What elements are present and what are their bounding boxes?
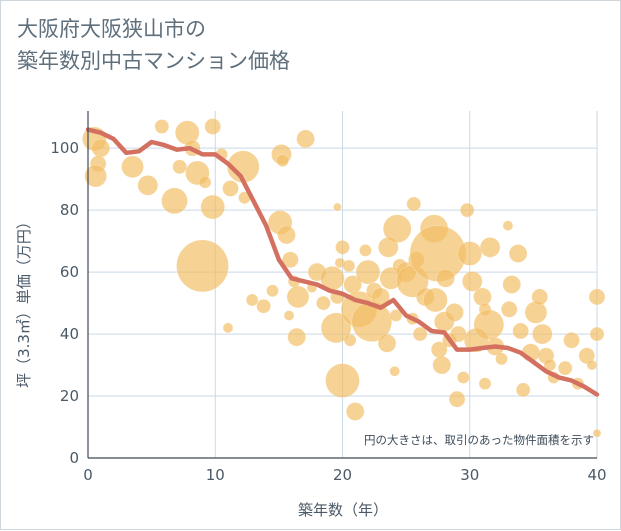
- data-bubble: [320, 312, 352, 344]
- data-bubble: [478, 377, 492, 390]
- data-bubble: [389, 309, 403, 322]
- data-bubble: [457, 241, 483, 266]
- data-bubble: [276, 154, 289, 167]
- data-bubble: [557, 360, 573, 376]
- data-bubble: [461, 271, 483, 292]
- data-bubble: [342, 259, 356, 273]
- data-bubble: [335, 240, 350, 255]
- x-tick-label: 20: [333, 466, 352, 484]
- data-bubble: [333, 202, 342, 212]
- trend-line: [85, 127, 600, 397]
- y-tick-label: 100: [50, 139, 79, 157]
- data-bubble: [283, 310, 295, 321]
- data-bubble: [508, 244, 528, 263]
- chart-title-line-2: 築年数別中古マンション価格: [17, 49, 290, 73]
- chart-title-line-1: 大阪府大阪狭山市の: [17, 17, 206, 41]
- data-bubble: [222, 180, 239, 197]
- data-bubble: [296, 129, 315, 149]
- data-bubble: [502, 220, 514, 231]
- data-bubble: [445, 303, 464, 322]
- x-tick-labels: 0 10 20 30 40: [83, 466, 606, 484]
- bubble-size-note: 円の大きさは、取引のあった物件面積を示す: [364, 433, 594, 447]
- data-bubble: [432, 355, 452, 375]
- data-bubble: [343, 333, 357, 347]
- data-bubble: [473, 287, 492, 307]
- chart-title: 大阪府大阪狭山市の 築年数別中古マンション価格: [17, 13, 290, 77]
- y-tick-label: 40: [60, 325, 79, 343]
- data-bubble: [351, 301, 393, 342]
- data-bubble: [459, 202, 475, 218]
- data-bubble: [154, 119, 170, 134]
- data-bubble: [436, 269, 455, 288]
- data-bubble: [586, 359, 598, 371]
- y-tick-label: 0: [69, 449, 79, 467]
- data-bubble: [382, 214, 412, 244]
- y-tick-label: 80: [60, 201, 79, 219]
- x-tick-label: 10: [206, 466, 225, 484]
- data-bubble: [245, 293, 259, 307]
- x-tick-label: 0: [83, 466, 93, 484]
- data-bubble: [457, 371, 470, 384]
- data-bubble: [515, 382, 531, 398]
- data-bubble: [578, 347, 596, 365]
- data-bubble: [172, 159, 187, 175]
- y-axis-label: 坪（3.3㎡）単価（万円）: [15, 214, 33, 388]
- data-bubble: [137, 175, 159, 196]
- data-bubble: [286, 285, 310, 309]
- data-bubble: [316, 295, 331, 311]
- data-bubble: [200, 194, 226, 220]
- data-bubble: [473, 309, 505, 341]
- data-bubble: [502, 275, 522, 294]
- data-bubble: [524, 301, 548, 324]
- data-bubble: [121, 155, 144, 179]
- data-bubble: [377, 334, 397, 353]
- data-bubble: [355, 259, 381, 285]
- data-bubble: [500, 300, 518, 318]
- data-bubble: [222, 322, 234, 334]
- data-bubble: [161, 187, 188, 215]
- data-bubble: [406, 196, 422, 212]
- data-bubble: [198, 175, 212, 189]
- y-tick-labels: 0 20 40 60 80 100: [50, 139, 79, 467]
- data-bubble: [531, 288, 549, 306]
- data-bubble: [277, 225, 296, 245]
- data-bubble: [325, 363, 360, 398]
- data-bubble: [448, 390, 466, 408]
- data-bubble: [256, 298, 271, 314]
- x-tick-label: 30: [460, 466, 479, 484]
- data-bubble: [495, 352, 508, 366]
- data-bubble: [84, 164, 107, 188]
- data-bubble: [588, 288, 606, 306]
- data-bubble: [479, 237, 501, 258]
- data-bubble: [282, 251, 299, 269]
- y-tick-label: 60: [60, 263, 79, 281]
- data-bubble: [512, 322, 529, 340]
- data-bubble: [287, 327, 306, 347]
- data-bubble: [563, 331, 580, 349]
- data-bubble: [423, 287, 448, 313]
- data-bubble: [266, 284, 279, 297]
- data-bubble: [204, 118, 222, 135]
- x-axis-label: 築年数（年）: [298, 501, 388, 519]
- data-bubble: [176, 239, 229, 293]
- data-bubble: [592, 428, 602, 438]
- bubble-series: [82, 118, 606, 438]
- data-bubble: [412, 326, 428, 342]
- data-bubble: [589, 326, 605, 342]
- data-bubble: [531, 323, 553, 345]
- x-tick-label: 40: [587, 466, 606, 484]
- axes: [87, 111, 597, 459]
- data-bubble: [389, 365, 400, 377]
- y-tick-label: 20: [60, 387, 79, 405]
- data-bubble: [345, 402, 365, 421]
- data-bubble: [91, 138, 111, 158]
- data-bubble: [359, 244, 372, 257]
